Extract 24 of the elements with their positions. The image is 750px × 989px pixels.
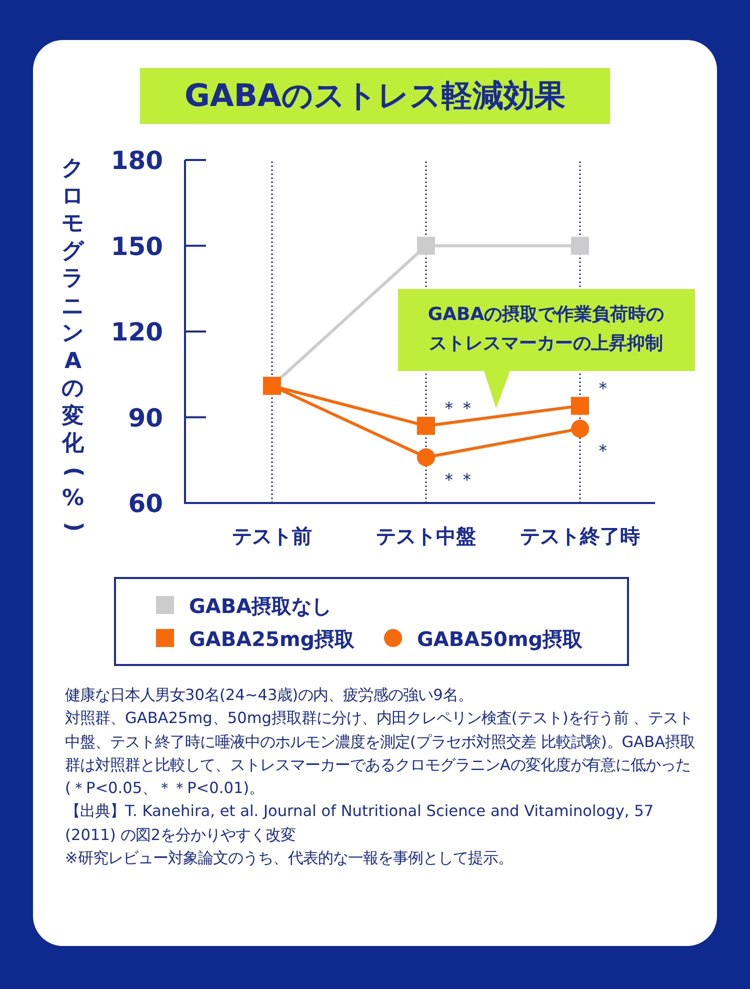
chart-title: GABAのストレス軽減効果 [140, 68, 610, 124]
annotation: ストレスマーカーの上昇抑制 [429, 333, 663, 354]
y-tick-label: 120 [110, 318, 163, 346]
text: (＊P<0.05、＊＊P<0.01)。 [65, 778, 266, 800]
annotation: ＊ [594, 378, 612, 399]
x-tick-label: テスト中盤 [376, 524, 476, 548]
annotation: GABAの摂取で作業負荷時の [428, 304, 664, 325]
annotation: ＊＊ [440, 398, 476, 419]
y-tick-label: 180 [110, 146, 163, 175]
text: 【出典】T. Kanehira, et al. Journal of Nutritional Science and Vitaminology, 57 (2011) の図2を分かりやすく改変 [65, 801, 655, 846]
x-tick-label: テスト前 [232, 524, 312, 548]
annotation: ＊＊ [440, 469, 476, 490]
legend-label: GABA50mg摂取 [417, 627, 584, 651]
y-tick-label: 60 [128, 489, 163, 518]
annotation: ＊ [594, 440, 612, 462]
text: クロモグラニンAの変化(%) [60, 156, 86, 532]
y-tick-label: 150 [110, 232, 163, 261]
legend-label: GABA25mg摂取 [189, 627, 356, 651]
text: ※研究レビュー対象論文のうち、代表的な一報を事例として提示。 [65, 848, 514, 870]
x-tick-label: テスト終了時 [520, 524, 640, 548]
legend-label: GABA摂取なし [189, 594, 332, 618]
text: 健康な日本人男女30名(24~43歳)の内、疲労感の強い9名。 [65, 685, 474, 706]
y-tick-label: 90 [128, 403, 163, 432]
text: 対照群、GABA25mg、50mg摂取群に分け、内田クレペリン検査(テスト)を行う前 、テスト中盤、テスト終了時に唾液中のホルモン濃度を測定(プラセボ対照交差 比較試験)。GABA摂取群は対照群と比較して、ストレスマーカーであるクロモグラニンAの変化度が有意に低かった [65, 708, 696, 776]
